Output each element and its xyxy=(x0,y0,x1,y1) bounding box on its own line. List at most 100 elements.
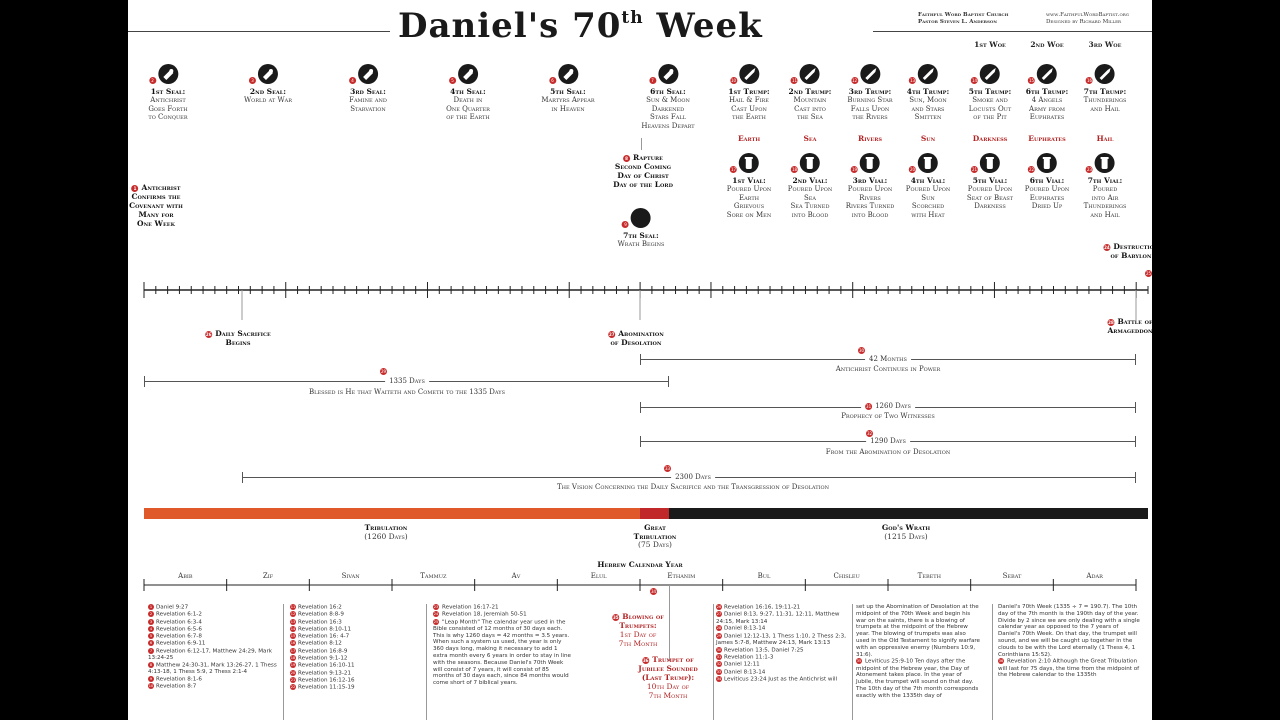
page-title: Daniel's 70th Week xyxy=(398,6,763,46)
ref-marker: 5 xyxy=(148,633,154,640)
ref-text: Daniel 8:13-14 xyxy=(724,669,766,676)
range-1290-days-text: 1290 Days xyxy=(866,437,910,446)
vial-text: Poured Upon xyxy=(847,185,893,194)
trump-text: the Rivers xyxy=(852,113,888,122)
vial-6: 22 6th Vial: Poured Upon Euphrates Dried Up xyxy=(1025,153,1069,211)
great-tribulation-note: Revelation 2:10 Although the Great Tribu… xyxy=(998,658,1140,679)
vial-head: 6th Vial: xyxy=(1029,176,1065,185)
reference-item: 7 Revelation 6:12-17, Matthew 24:29, Mark… xyxy=(148,647,283,662)
reference-item: 27 Daniel 8:13, 9:27, 11:31, 12:11, Matth… xyxy=(716,611,846,625)
seal-text: Stars Fall xyxy=(649,113,686,122)
timeline-ruler xyxy=(143,282,1149,320)
ref-text: Revelation 8:8-9 xyxy=(298,611,344,618)
month-chisleu: Chisleu xyxy=(830,572,863,580)
reference-item: 1 Daniel 9:27 xyxy=(148,604,283,611)
ref-text: Revelation 8:12 xyxy=(298,640,342,647)
bar-gods-wrath xyxy=(669,508,1148,519)
marker-17: 17 xyxy=(730,166,737,173)
seal-text: World at War xyxy=(243,96,293,105)
ref-text: Revelation 8:10-11 xyxy=(298,626,352,633)
vial-text: Seat of Beast xyxy=(966,193,1014,202)
reference-item: 12 Revelation 8:8-9 xyxy=(290,611,420,618)
seventh-seal-text: Wrath Begins xyxy=(617,240,665,249)
marker-36: 36 xyxy=(642,656,650,664)
month-av: Av xyxy=(508,572,524,580)
trumpets-note: set up the Abomination of Desolation at … xyxy=(856,604,980,658)
ref-text: Matthew 24:30-31, Mark 13:26-27, 1 Thess… xyxy=(148,662,277,676)
trump-text: Sun, Moon xyxy=(909,96,947,105)
month-abib: Abib xyxy=(175,572,196,580)
marker-9: 9 xyxy=(622,221,629,228)
ref-marker: 15 xyxy=(290,633,296,640)
vial-text: into Air xyxy=(1091,193,1119,202)
trump-text: the Earth xyxy=(732,113,766,122)
vial-7: 23 7th Vial: Poured into Air Thunderings and … xyxy=(1083,153,1127,219)
vial-icon: 19 xyxy=(850,153,880,173)
seal-text: in Heaven xyxy=(551,104,585,113)
scroll-seal-icon: 3 xyxy=(249,64,278,84)
range-1290-days-desc: From the Abomination of Desolation xyxy=(825,448,951,456)
month-bul: Bul xyxy=(754,572,774,580)
vial-text: Sea Turned xyxy=(790,202,830,211)
trumpet-icon: 16 xyxy=(1086,64,1115,84)
marker-18: 18 xyxy=(790,166,798,173)
leap-month-note: "Leap Month" The calendar year used in t… xyxy=(433,619,571,687)
ref-marker: 33 xyxy=(716,668,722,675)
ref-marker: 26 xyxy=(716,604,722,610)
marker-31: 31 xyxy=(865,402,873,410)
ref-text: Daniel 12:11 xyxy=(724,661,760,668)
vial-text: Scorched xyxy=(911,202,945,211)
ref-marker: 8 xyxy=(148,661,154,668)
vial-text: Poured Upon xyxy=(905,185,951,194)
reference-item: 10 Revelation 8:7 xyxy=(148,683,283,690)
destruction-of-babylon: 24Destructionof Babylon xyxy=(1103,242,1152,260)
marker-23: 23 xyxy=(1086,166,1093,173)
category-earth: Earth xyxy=(737,134,761,143)
marker-22: 22 xyxy=(1027,166,1035,173)
reference-item: 15 Revelation 16: 4-7 xyxy=(290,633,420,640)
trumpet-of-jubilee: 36 Trumpet of Jubilee Sounded (Last Trump)… xyxy=(638,655,698,700)
marker-2: 2 xyxy=(148,77,156,84)
vial-3: 19 3rd Vial: Poured Upon Rivers Rivers Turne… xyxy=(846,153,894,219)
ref-marker: 3 xyxy=(148,618,154,625)
vial-text: Poured Upon xyxy=(787,185,833,194)
trump-text: 4 Angels xyxy=(1031,96,1063,105)
reference-item: 3 Revelation 6:3-4 xyxy=(148,618,283,626)
reference-item: 21 Revelation 16:12-16 xyxy=(290,676,420,684)
range-1335-days-desc: Blessed is He that Waiteth and Cometh to… xyxy=(308,388,506,396)
ref-divider-5 xyxy=(992,604,993,720)
hebrew-calendar xyxy=(143,579,1137,591)
seal-head: 4th Seal: xyxy=(450,87,486,96)
ref-text: Daniel 8:13, 9:27, 11:31, 12:11, Matthew… xyxy=(716,611,840,625)
trump-head: 3rd Trump: xyxy=(848,87,892,96)
marker-24: 24 xyxy=(1103,243,1111,251)
vial-icon: 18 xyxy=(790,153,820,173)
marker-10: 10 xyxy=(729,77,737,84)
ref-marker: 1 xyxy=(148,604,154,610)
blowing-of-trumpets: 35 Blowing of Trumpets: 1st Day of 7th Mo… xyxy=(612,612,664,648)
range-1260-days-text: 31 1260 Days xyxy=(861,402,915,411)
vial-text: Poured xyxy=(1092,185,1118,194)
reference-item: 33 Daniel 8:13-14 xyxy=(716,668,846,676)
credits-right: www.FaithfulWordBaptist.org Designed by … xyxy=(1046,12,1129,26)
marker-26: 26 xyxy=(205,330,213,338)
ref-text: Revelation 16:10-11 xyxy=(298,662,355,669)
category-rivers: Rivers xyxy=(857,134,883,143)
vial-icon: 22 xyxy=(1027,153,1057,173)
vial-4: 20 4th Vial: Poured Upon Sun Scorched with He… xyxy=(906,153,950,219)
scroll-seal-icon: 2 xyxy=(148,64,178,84)
vial-text: into Blood xyxy=(851,210,889,219)
trump-text: and Stars xyxy=(911,104,945,113)
month-sebat: Sebat xyxy=(999,572,1025,580)
vial-head: 2nd Vial: xyxy=(792,176,828,185)
trump-text: Smoke and xyxy=(972,96,1008,105)
range-42-months-desc: Antichrist Continues in Power xyxy=(835,365,941,373)
ref-text: Revelation 13:5, Daniel 7:25 xyxy=(724,647,804,654)
reference-item: 9 Revelation 8:1-6 xyxy=(148,675,283,683)
ref-divider-1 xyxy=(283,604,284,720)
seal-3: 4 3rd Seal: Famine and Starvation xyxy=(349,64,387,113)
reference-item: 17 Revelation 16:8-9 xyxy=(290,647,420,655)
ref-marker: 21 xyxy=(290,676,296,683)
vial-text: Thunderings xyxy=(1083,202,1127,211)
ref-text: Revelation 6:3-4 xyxy=(156,619,202,626)
